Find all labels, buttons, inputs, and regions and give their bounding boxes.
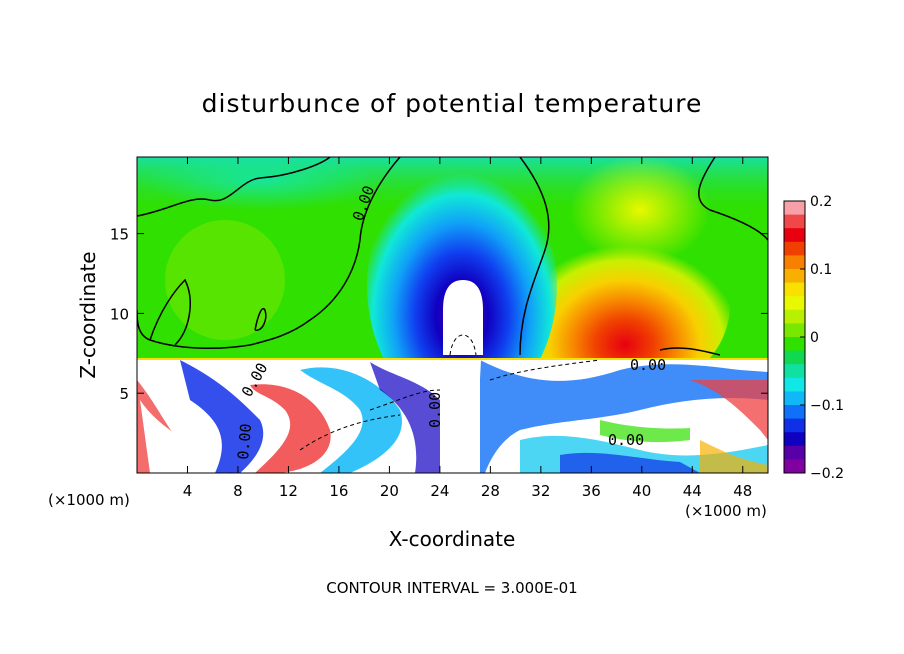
colorbar-swatch bbox=[784, 214, 805, 229]
plot-frame bbox=[136, 156, 769, 474]
x-tick-label: 36 bbox=[582, 482, 601, 500]
contour-label: 0.00 bbox=[630, 356, 666, 374]
x-unit-label-right: (×1000 m) bbox=[685, 502, 767, 520]
x-tick-label: 4 bbox=[183, 482, 193, 500]
y-axis: 5 10 15 bbox=[110, 226, 768, 403]
colorbar: 0.2 0.1 0 −0.1 −0.2 bbox=[783, 194, 844, 482]
x-unit-label-left: (×1000 m) bbox=[48, 491, 130, 509]
warm-anomaly bbox=[520, 215, 730, 395]
contour-label: 0.00 bbox=[234, 423, 255, 461]
colorbar-swatch bbox=[784, 309, 805, 324]
colorbar-swatch bbox=[784, 228, 805, 243]
turbulent-band bbox=[137, 358, 768, 473]
x-tick-label: 40 bbox=[632, 482, 651, 500]
colorbar-swatch bbox=[784, 337, 805, 352]
colorbar-tick-label: 0 bbox=[810, 330, 819, 346]
plot-area: 0.00 0.00 0.00 0.00 0.00 0.00 bbox=[137, 157, 768, 473]
x-axis: 4 8 12 16 20 24 28 32 36 40 44 48 bbox=[183, 157, 752, 500]
y-tick-label: 15 bbox=[110, 226, 129, 244]
colorbar-swatch bbox=[784, 459, 805, 474]
colorbar-swatch bbox=[784, 432, 805, 447]
colorbar-swatch bbox=[784, 296, 805, 311]
colorbar-swatch bbox=[784, 323, 805, 338]
colorbar-swatch bbox=[784, 201, 805, 216]
x-tick-label: 12 bbox=[279, 482, 298, 500]
colorbar-tick-label: −0.1 bbox=[810, 398, 844, 414]
contour-lines-dashed bbox=[299, 334, 601, 451]
colorbar-swatch bbox=[784, 364, 805, 379]
x-tick-label: 32 bbox=[531, 482, 550, 500]
colorbar-tick-label: −0.2 bbox=[810, 466, 844, 482]
x-tick-label: 24 bbox=[430, 482, 449, 500]
cyan-region-left bbox=[140, 157, 380, 210]
x-tick-label: 48 bbox=[733, 482, 752, 500]
contour-label: 0.00 bbox=[608, 431, 644, 449]
colorbar-swatch bbox=[784, 241, 805, 256]
contour-label: 0.00 bbox=[426, 392, 444, 428]
y-axis-label: Z-coordinate bbox=[76, 251, 100, 378]
colorbar-swatch bbox=[784, 282, 805, 297]
x-tick-label: 20 bbox=[380, 482, 399, 500]
colorbar-tick-label: 0.2 bbox=[810, 194, 832, 210]
contour-lines bbox=[137, 157, 768, 356]
colorbar-tick-label: 0.1 bbox=[810, 262, 832, 278]
x-tick-label: 28 bbox=[481, 482, 500, 500]
chart-title: disturbunce of potential temperature bbox=[202, 89, 703, 118]
x-tick-label: 8 bbox=[233, 482, 243, 500]
y-tick-label: 5 bbox=[119, 385, 129, 403]
colorbar-swatch bbox=[784, 418, 805, 433]
x-tick-label: 16 bbox=[329, 482, 348, 500]
colorbar-swatch bbox=[784, 405, 805, 420]
x-tick-label: 44 bbox=[683, 482, 702, 500]
y-tick-label: 10 bbox=[110, 305, 129, 323]
white-cap-region bbox=[443, 280, 483, 355]
green-light-region-left bbox=[165, 220, 285, 340]
x-axis-label: X-coordinate bbox=[389, 527, 516, 551]
colorbar-swatch bbox=[784, 255, 805, 270]
colorbar-swatch bbox=[784, 377, 805, 392]
colorbar-swatch bbox=[784, 445, 805, 460]
colorbar-swatch bbox=[784, 391, 805, 406]
colorbar-swatch bbox=[784, 269, 805, 284]
colorbar-swatch bbox=[784, 350, 805, 365]
contour-interval-note: CONTOUR INTERVAL = 3.000E-01 bbox=[326, 579, 577, 597]
